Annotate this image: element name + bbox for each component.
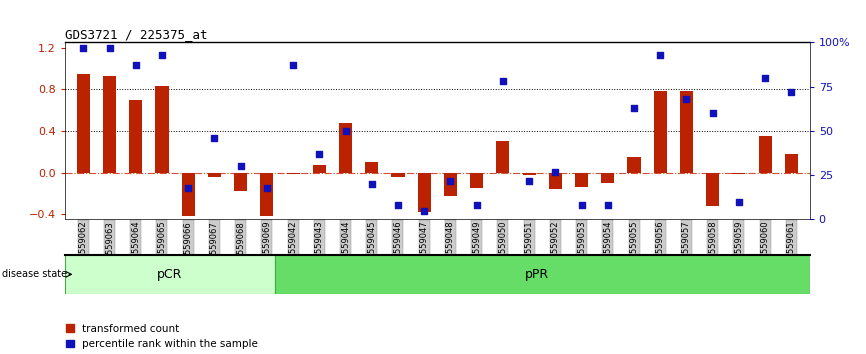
Point <box>391 202 405 208</box>
Bar <box>444 173 457 195</box>
Point <box>155 52 169 58</box>
Point <box>548 169 562 175</box>
Bar <box>470 173 483 188</box>
Bar <box>365 162 378 173</box>
Point <box>522 178 536 183</box>
Point <box>706 110 720 116</box>
Point <box>181 185 195 190</box>
Bar <box>601 173 614 183</box>
Legend: transformed count, percentile rank within the sample: transformed count, percentile rank withi… <box>66 324 258 349</box>
Text: pPR: pPR <box>525 268 549 281</box>
Bar <box>261 173 274 216</box>
Point <box>260 185 274 190</box>
Bar <box>103 76 116 173</box>
Point <box>129 63 143 68</box>
Bar <box>339 122 352 173</box>
Point <box>653 52 667 58</box>
Bar <box>417 173 430 212</box>
Point <box>76 45 90 51</box>
Bar <box>182 173 195 216</box>
Point <box>759 75 772 81</box>
Bar <box>654 91 667 173</box>
Point <box>601 202 615 208</box>
Bar <box>549 173 562 189</box>
Point <box>286 63 300 68</box>
Bar <box>733 173 746 174</box>
Bar <box>208 173 221 177</box>
Bar <box>313 165 326 173</box>
Bar <box>77 74 90 173</box>
Bar <box>65 255 275 294</box>
Point <box>313 151 326 157</box>
Point <box>417 208 431 213</box>
Point <box>575 202 589 208</box>
Point <box>365 181 378 187</box>
Point <box>680 96 694 102</box>
Point <box>496 79 510 84</box>
Point <box>234 164 248 169</box>
Text: pCR: pCR <box>157 268 183 281</box>
Point <box>102 45 116 51</box>
Point <box>443 178 457 183</box>
Text: GDS3721 / 225375_at: GDS3721 / 225375_at <box>65 28 208 41</box>
Point <box>208 135 222 141</box>
Point <box>469 202 483 208</box>
Bar <box>155 86 169 173</box>
Bar <box>785 154 798 173</box>
Text: disease state: disease state <box>2 269 67 279</box>
Bar <box>496 141 509 173</box>
Point <box>627 105 641 111</box>
Point <box>339 128 352 134</box>
Bar <box>234 173 247 192</box>
Bar <box>275 255 810 294</box>
Bar <box>391 173 404 177</box>
Bar <box>522 173 536 175</box>
Bar <box>680 91 693 173</box>
Point <box>785 89 798 95</box>
Bar <box>575 173 588 187</box>
Bar <box>287 173 300 174</box>
Bar <box>759 136 772 173</box>
Bar <box>706 173 720 206</box>
Bar <box>628 157 641 173</box>
Bar <box>129 100 142 173</box>
Point <box>732 199 746 205</box>
